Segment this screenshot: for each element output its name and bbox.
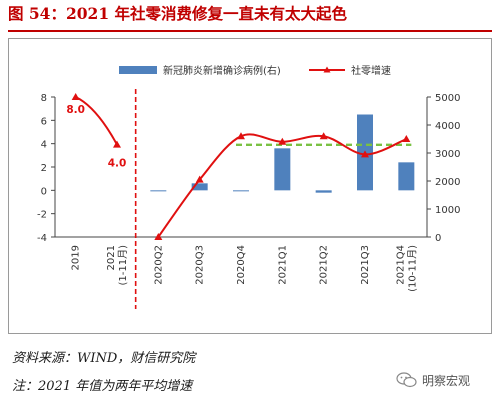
chart: 新冠肺炎新增确诊病例(右) 社零增速 -4 -2 0 2 4 6 8 0 1000 2000 3000 4… xyxy=(37,64,460,309)
left-tick-label: 4 xyxy=(41,140,47,151)
x-tick-label: 2021Q4 xyxy=(395,245,406,285)
line-point xyxy=(319,132,328,140)
footnote: 注：2021 年值为两年平均增速 xyxy=(12,379,193,394)
right-tick-label: 2000 xyxy=(435,177,460,188)
data-label: 8.0 xyxy=(66,104,85,116)
left-tick-label: 8 xyxy=(41,93,47,104)
x-tick-label: 2020Q3 xyxy=(195,245,206,285)
left-tick-label: 6 xyxy=(41,116,47,127)
line-point xyxy=(71,93,80,100)
right-tick-label: 0 xyxy=(435,233,441,244)
legend-line-marker xyxy=(323,66,331,73)
left-tick-label: 0 xyxy=(41,186,47,197)
legend-bar-swatch xyxy=(119,66,157,74)
x-tick-label: 2019 xyxy=(71,245,82,270)
line-point xyxy=(237,132,245,140)
x-tick-label: 2020Q2 xyxy=(153,245,164,285)
line-point xyxy=(195,175,204,183)
x-tick-label: 2021Q1 xyxy=(277,245,288,285)
line-point xyxy=(361,150,369,158)
title-rule xyxy=(8,30,492,32)
x-tick-label: 2021Q2 xyxy=(319,245,330,285)
x-tick-label: (1-11月) xyxy=(117,245,129,286)
legend-line-label: 社零增速 xyxy=(351,64,391,77)
right-tick-label: 3000 xyxy=(435,149,460,160)
bar xyxy=(398,162,415,191)
line-point xyxy=(402,135,411,142)
wechat-icon xyxy=(396,372,417,388)
bar xyxy=(233,190,249,192)
left-tick-label: 2 xyxy=(41,163,47,174)
x-tick-label: (10-11月) xyxy=(406,245,418,292)
figure-title: 图 54：2021 年社零消费修复一直未有太大起色 xyxy=(8,4,348,23)
line-point xyxy=(278,137,287,145)
left-tick-label: -2 xyxy=(37,210,47,221)
bar xyxy=(191,183,208,191)
data-label: 4.0 xyxy=(108,158,127,170)
left-tick-label: -4 xyxy=(37,233,47,244)
bar xyxy=(315,190,332,193)
line-point xyxy=(154,233,163,240)
right-tick-label: 4000 xyxy=(435,121,460,132)
bar xyxy=(274,148,291,191)
bar xyxy=(150,190,167,192)
x-tick-label: 2021 xyxy=(106,245,117,270)
chart-frame: 新冠肺炎新增确诊病例(右) 社零增速 -4 -2 0 2 4 6 8 0 1000 2000 3000 4… xyxy=(8,38,492,334)
source-note: 资料来源：WIND，财信研究院 xyxy=(12,351,196,366)
x-tick-label: 2021Q3 xyxy=(360,245,371,285)
right-tick-label: 5000 xyxy=(435,93,460,104)
x-tick-label: 2020Q4 xyxy=(236,245,247,285)
wechat-logo: 明察宏观 xyxy=(396,368,496,392)
right-tick-label: 1000 xyxy=(435,205,460,216)
line-point xyxy=(113,140,121,148)
line-series-annual xyxy=(75,96,118,146)
logo-text: 明察宏观 xyxy=(422,373,471,388)
legend-bar-label: 新冠肺炎新增确诊病例(右) xyxy=(163,64,281,77)
